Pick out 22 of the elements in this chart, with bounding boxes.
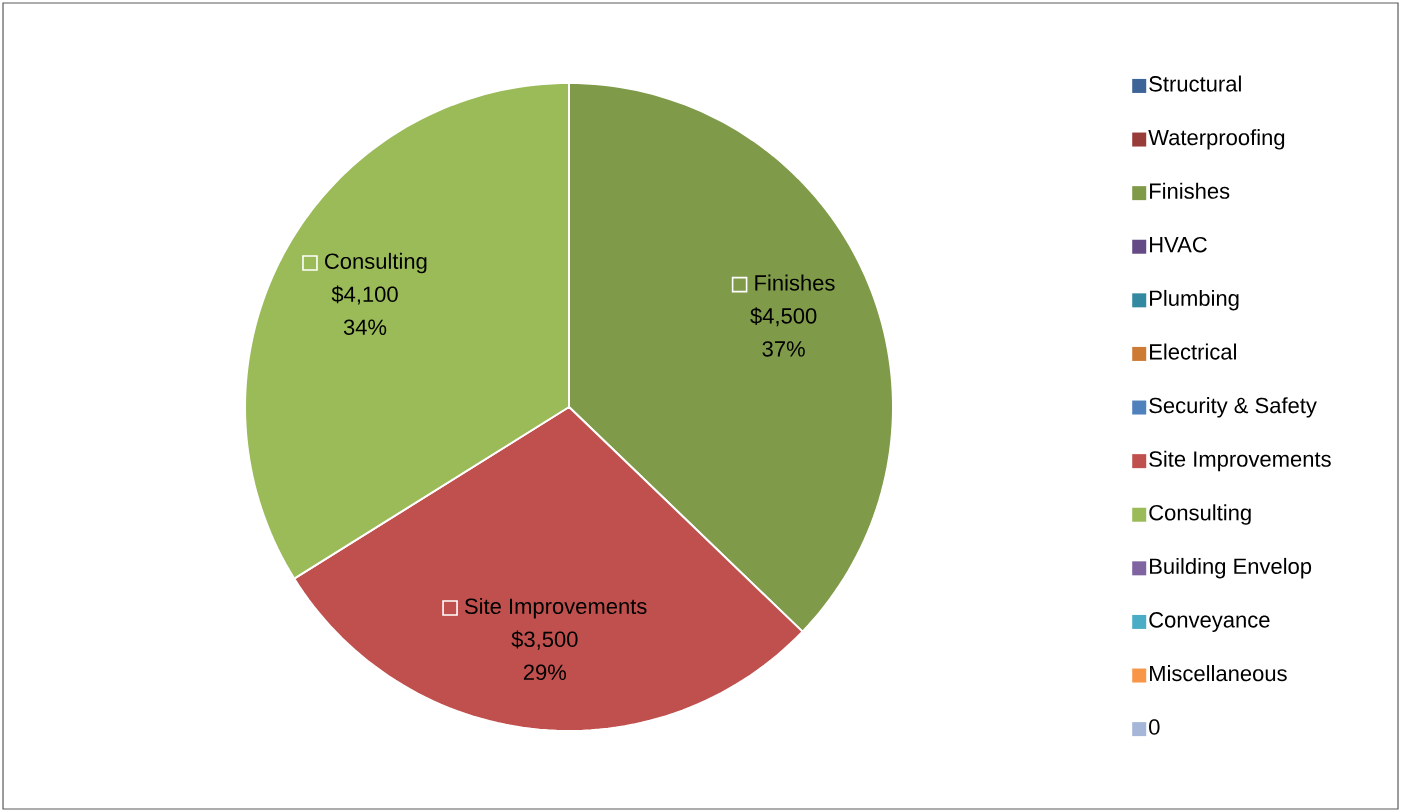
legend-label: 0 bbox=[1149, 719, 1160, 735]
legend-label: Consulting bbox=[1149, 504, 1251, 525]
legend-label: Plumbing bbox=[1150, 289, 1239, 311]
text: 29% bbox=[523, 664, 567, 681]
data-label: $3,500 bbox=[511, 630, 578, 650]
legend-label: Electrical bbox=[1150, 343, 1236, 360]
slice-label: Finishes bbox=[755, 274, 835, 291]
data-label: $4,100 bbox=[331, 285, 398, 305]
legend-label: Waterproofing bbox=[1148, 129, 1285, 150]
text: 37% bbox=[762, 341, 805, 357]
legend-label: Miscellaneous bbox=[1150, 665, 1287, 682]
legend-label: Conveyance bbox=[1149, 612, 1270, 632]
legend-label: Site Improvements bbox=[1149, 450, 1331, 472]
text: 34% bbox=[343, 319, 387, 335]
slice-label: Consulting bbox=[325, 252, 427, 274]
legend-label: Building Envelop bbox=[1150, 557, 1312, 579]
slice-label: Site Improvements bbox=[464, 597, 647, 619]
legend-label: Finishes bbox=[1150, 182, 1230, 199]
legend-label: Structural bbox=[1149, 75, 1241, 92]
data-label: $4,500 bbox=[750, 307, 817, 327]
legend-label: Security & Safety bbox=[1149, 397, 1317, 418]
legend-label: HVAC bbox=[1150, 236, 1207, 253]
